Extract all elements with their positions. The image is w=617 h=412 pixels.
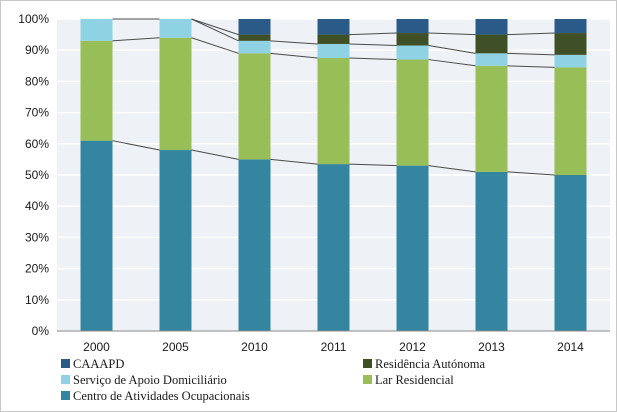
legend-label: Serviço de Apoio Domiciliário — [73, 373, 227, 387]
y-tick-label: 50% — [25, 168, 49, 182]
series-connector-line — [191, 18, 239, 36]
series-connector-line — [270, 158, 318, 165]
series-connector-line — [349, 57, 397, 61]
bar-segment — [396, 19, 429, 34]
series-connector-line — [428, 32, 476, 36]
bar-segment — [475, 34, 508, 54]
series-connector-line — [349, 43, 397, 47]
bar-segment — [80, 140, 113, 331]
bar-segment — [238, 53, 271, 160]
legend-item: Lar Residencial — [363, 373, 454, 387]
legend-label: Centro de Atividades Ocupacionais — [73, 389, 250, 403]
x-tick-label: 2014 — [557, 340, 584, 354]
series-connector-line — [191, 149, 239, 160]
legend-swatch — [61, 375, 70, 384]
y-tick-label: 90% — [25, 43, 49, 57]
series-connector-line — [507, 32, 555, 36]
legend: CAAAPD Residência Autónoma Serviço de Apoi… — [61, 357, 485, 403]
x-tick-label: 2013 — [478, 340, 505, 354]
bar-segment — [554, 67, 587, 175]
bar-segment — [396, 33, 429, 46]
y-tick-label: 60% — [25, 137, 49, 151]
legend-swatch — [363, 359, 372, 368]
legend-label: Residência Autónoma — [375, 357, 485, 371]
connector-lines — [112, 18, 555, 176]
series-connector-line — [270, 52, 318, 59]
bar-segment — [80, 40, 113, 141]
bar-segment — [159, 150, 192, 331]
bar-segment — [475, 19, 508, 35]
y-tick-label: 40% — [25, 199, 49, 213]
legend-label: Lar Residencial — [375, 373, 454, 387]
bar-segment — [317, 164, 350, 331]
bar-segment — [554, 33, 587, 55]
legend-item: CAAAPD — [61, 357, 124, 371]
series-connector-line — [112, 140, 160, 151]
bar-segment — [238, 34, 271, 41]
legend-swatch — [61, 391, 70, 400]
bar-segment — [396, 45, 429, 60]
bar-segment — [238, 19, 271, 35]
x-tick-label: 2005 — [162, 340, 189, 354]
series-connector-line — [191, 37, 239, 54]
series-connector-line — [191, 18, 239, 42]
legend-item: Serviço de Apoio Domiciliário — [61, 373, 227, 387]
x-tick-label: 2000 — [83, 340, 110, 354]
series-connector-line — [428, 59, 476, 67]
y-tick-label: 10% — [25, 293, 49, 307]
y-axis-ticks: 0% 10% 20% 30% 40% 50% 60% 70% 80% 90% 100% — [18, 12, 49, 338]
bar-segment — [317, 43, 350, 58]
legend-label: CAAAPD — [73, 357, 124, 371]
y-tick-label: 20% — [25, 262, 49, 276]
bar-segment — [554, 54, 587, 68]
bar-segment — [554, 175, 587, 331]
x-tick-label: 2011 — [321, 340, 347, 354]
series-connector-line — [112, 37, 160, 42]
bar-segment — [238, 159, 271, 331]
y-tick-label: 80% — [25, 74, 49, 88]
bars — [80, 19, 587, 331]
y-tick-label: 0% — [32, 324, 50, 338]
series-connector-line — [270, 40, 318, 45]
bar-segment — [554, 19, 587, 34]
y-tick-label: 70% — [25, 106, 49, 120]
bar-segment — [396, 59, 429, 166]
bar-segment — [475, 53, 508, 66]
bar-segment — [317, 34, 350, 44]
bar-segment — [80, 19, 113, 41]
legend-swatch — [61, 359, 70, 368]
series-connector-line — [349, 32, 397, 36]
y-tick-label: 100% — [18, 12, 49, 26]
bar-segment — [475, 171, 508, 331]
series-connector-line — [507, 52, 555, 56]
series-connector-line — [349, 163, 397, 167]
legend-item: Centro de Atividades Ocupacionais — [61, 389, 250, 403]
bar-segment — [317, 19, 350, 35]
legend-swatch — [363, 375, 372, 384]
x-axis-ticks: 2000 2005 2010 2011 2012 2013 2014 — [83, 340, 584, 354]
x-tick-label: 2012 — [399, 340, 426, 354]
series-connector-line — [428, 45, 476, 54]
legend-item: Residência Autónoma — [363, 357, 485, 371]
bar-segment — [159, 19, 192, 38]
bar-segment — [396, 165, 429, 331]
series-connector-line — [507, 171, 555, 176]
bar-segment — [159, 37, 192, 151]
y-tick-label: 30% — [25, 230, 49, 244]
x-tick-label: 2010 — [241, 340, 268, 354]
series-connector-line — [507, 65, 555, 68]
bar-segment — [317, 58, 350, 165]
bar-segment — [475, 65, 508, 172]
series-connector-line — [428, 165, 476, 173]
bar-segment — [238, 40, 271, 54]
